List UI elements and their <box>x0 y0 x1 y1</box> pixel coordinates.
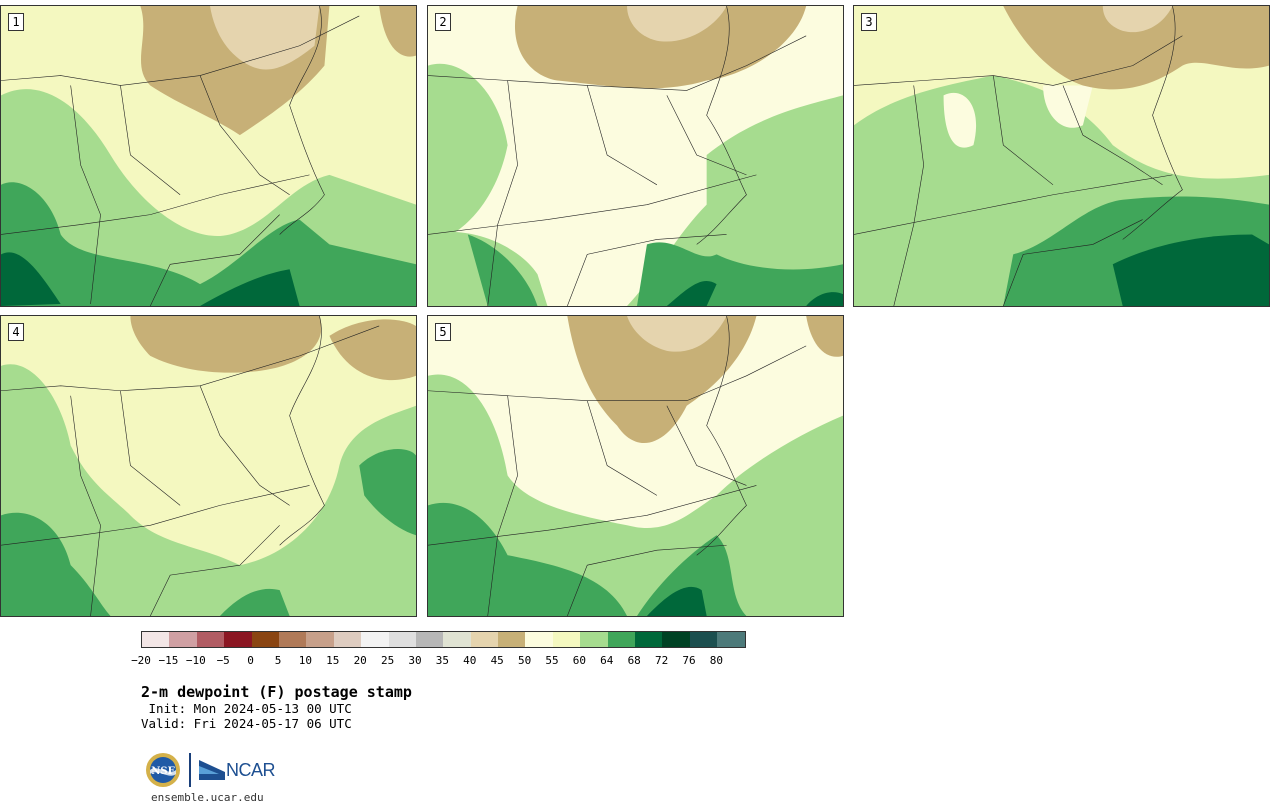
panel-number-4: 4 <box>8 323 24 341</box>
colorbar-tick-label: −20 <box>131 654 151 667</box>
colorbar-tick-label: −10 <box>185 654 206 667</box>
colorbar-swatch-12 <box>470 632 499 647</box>
panel-number-1: 1 <box>8 13 24 31</box>
colorbar-swatch-21 <box>717 632 745 647</box>
colorbar-swatch-20 <box>689 632 718 647</box>
colorbar-swatch-19 <box>662 632 690 647</box>
valid-time: Valid: Fri 2024-05-17 06 UTC <box>141 716 352 731</box>
colorbar-swatch-15 <box>552 632 581 647</box>
colorbar-tick-label: 45 <box>490 654 504 667</box>
colorbar-tick-label: 80 <box>709 654 724 667</box>
colorbar-tick-label: 72 <box>654 654 669 667</box>
website-link[interactable]: ensemble.ucar.edu <box>151 791 264 804</box>
colorbar-tick-label: −5 <box>216 654 230 667</box>
colorbar-swatch-5 <box>278 632 307 647</box>
dewpoint-map-4 <box>1 316 416 616</box>
colorbar-swatch-11 <box>443 632 471 647</box>
ncar-mark-icon <box>199 760 225 780</box>
colorbar-swatch-3 <box>224 632 252 647</box>
colorbar-tick-label: 50 <box>517 654 532 667</box>
colorbar-tick-label: 15 <box>326 654 340 667</box>
colorbar-tick-label: 20 <box>353 654 367 667</box>
colorbar-swatch-16 <box>580 632 608 647</box>
colorbar-swatch-14 <box>525 632 553 647</box>
map-panel-5[interactable]: 5 <box>427 315 844 617</box>
colorbar-swatch-13 <box>498 632 526 647</box>
colorbar-ticks: −20 −15 −10 −5 0 5 10 15 20 25 30 35 40 45 50 55 60 64 68 7… <box>130 654 770 668</box>
colorbar-swatch-0 <box>142 632 170 647</box>
map-panel-4[interactable]: 4 <box>0 315 417 617</box>
colorbar <box>141 631 746 648</box>
colorbar-tick-label: 25 <box>380 654 395 667</box>
colorbar-swatch-18 <box>635 632 663 647</box>
colorbar-swatch-2 <box>196 632 225 647</box>
svg-text:NSF: NSF <box>151 766 174 777</box>
dewpoint-map-5 <box>428 316 843 616</box>
colorbar-tick-label: 76 <box>682 654 696 667</box>
dewpoint-map-3 <box>854 6 1269 306</box>
colorbar-tick-label: 30 <box>408 654 422 667</box>
dewpoint-map-2 <box>428 6 843 306</box>
ncar-text: NCAR <box>226 759 276 780</box>
panel-number-5: 5 <box>435 323 451 341</box>
colorbar-tick-label: 35 <box>435 654 450 667</box>
colorbar-tick-label: 5 <box>274 654 282 667</box>
colorbar-tick-label: 60 <box>572 654 587 667</box>
colorbar-tick-label: 68 <box>627 654 641 667</box>
colorbar-swatch-17 <box>607 632 636 647</box>
colorbar-tick-label: 10 <box>298 654 313 667</box>
colorbar-tick-label: 55 <box>545 654 559 667</box>
colorbar-swatch-9 <box>388 632 416 647</box>
colorbar-swatch-7 <box>333 632 362 647</box>
map-panel-3[interactable]: 3 <box>853 5 1270 307</box>
colorbar-swatch-6 <box>306 632 334 647</box>
chart-title: 2-m dewpoint (F) postage stamp <box>141 683 412 701</box>
logo-bar: NSF NCAR <box>145 751 276 789</box>
colorbar-swatch-4 <box>251 632 279 647</box>
map-panel-1[interactable]: 1 <box>0 5 417 307</box>
colorbar-tick-label: −15 <box>158 654 179 667</box>
panel-number-2: 2 <box>435 13 451 31</box>
panel-number-3: 3 <box>861 13 877 31</box>
colorbar-swatch-1 <box>169 632 197 647</box>
colorbar-swatch-10 <box>415 632 444 647</box>
colorbar-swatch-8 <box>361 632 389 647</box>
nsf-logo-icon: NSF <box>146 753 180 787</box>
init-time: Init: Mon 2024-05-13 00 UTC <box>141 701 352 716</box>
ncar-logo: NCAR <box>199 759 276 781</box>
colorbar-tick-label: 64 <box>600 654 614 667</box>
colorbar-tick-label: 40 <box>463 654 477 667</box>
map-panel-2[interactable]: 2 <box>427 5 844 307</box>
dewpoint-map-1 <box>1 6 416 306</box>
logo-divider <box>189 753 191 787</box>
colorbar-tick-label: 0 <box>247 654 254 667</box>
